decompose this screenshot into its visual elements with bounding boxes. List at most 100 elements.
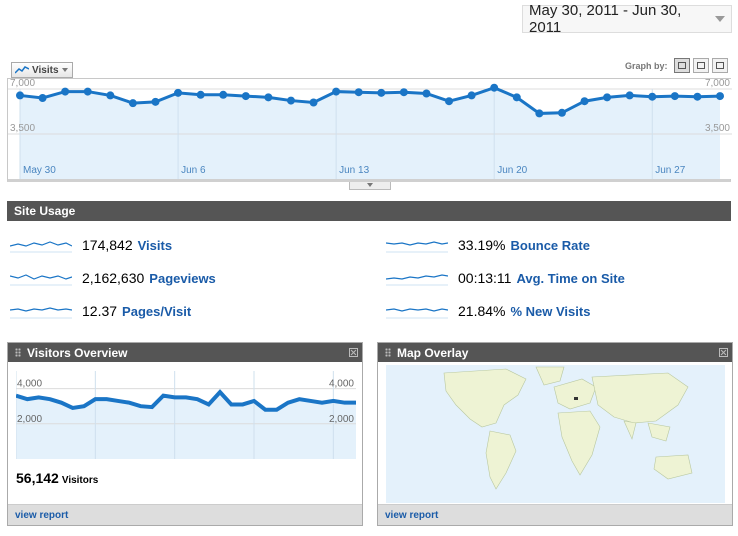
graph-by-week-button[interactable] (693, 58, 709, 73)
data-point (422, 89, 431, 98)
metric-link-bounce-rate[interactable]: Bounce Rate (510, 237, 590, 253)
chevron-down-icon (367, 183, 373, 187)
calendar-day-icon (678, 62, 686, 69)
metric-avg-time-on-site: 00:13:11 Avg. Time on Site (386, 268, 625, 288)
view-report-link[interactable]: view report (15, 509, 69, 521)
metric-link-pages-per-visit[interactable]: Pages/Visit (122, 303, 192, 319)
metric-link-avg-time-on-site[interactable]: Avg. Time on Site (516, 270, 625, 286)
data-point (399, 88, 408, 97)
map-australia (653, 454, 693, 480)
map-india (623, 420, 637, 440)
map-africa (557, 410, 601, 476)
metric-value: 33.19% (458, 237, 506, 253)
data-point (16, 91, 24, 100)
graph-by-label: Graph by: (625, 61, 668, 71)
data-point (354, 88, 363, 97)
data-point (61, 87, 70, 96)
chevron-down-icon (62, 68, 68, 72)
graph-by-month-button[interactable] (712, 58, 728, 73)
x-tick-label: Jun 20 (497, 165, 527, 176)
metric-select-button[interactable]: Visits (11, 62, 73, 78)
world-map-shapes (443, 366, 693, 490)
data-point (309, 98, 318, 107)
metric-pageviews: 2,162,630 Pageviews (10, 268, 216, 288)
sparkline-chart (10, 274, 72, 286)
y-tick-label: 7,000 (10, 79, 35, 89)
sparkline-chart (386, 274, 448, 286)
x-tick-label: Jun 6 (181, 165, 206, 176)
calendar-week-icon (697, 62, 705, 69)
data-point (557, 108, 566, 117)
date-range-label: May 30, 2011 - Jun 30, 2011 (529, 2, 682, 36)
x-tick-label: Jun 13 (339, 165, 369, 176)
map-highlight-region (574, 397, 578, 400)
date-range-picker[interactable]: May 30, 2011 - Jun 30, 2011 (522, 2, 732, 36)
metric-link-pageviews[interactable]: Pageviews (149, 270, 216, 286)
data-point (128, 99, 137, 108)
map-southeast-asia (647, 422, 671, 442)
data-point (648, 92, 657, 101)
metric-select-label: Visits (32, 64, 59, 76)
visitors-overview-panel: Visitors Overview 4,000 4,000 2,000 2,000 5… (7, 342, 363, 526)
site-usage-title: Site Usage (7, 201, 731, 221)
site-usage-section: Site Usage (7, 201, 731, 221)
data-point (535, 109, 544, 118)
panel-footer: view report (378, 504, 732, 525)
panel-title: Visitors Overview (27, 345, 128, 360)
metric-link-visits[interactable]: Visits (137, 237, 173, 253)
y-tick-label: 3,500 (705, 123, 730, 134)
metric-link-new-visits[interactable]: % New Visits (510, 303, 591, 319)
sparkline-chart (10, 307, 72, 319)
data-point (693, 92, 702, 101)
main-visits-graph: 7,000 3,500 7,000 3,500 May 30 Jun 6 Jun 13 Jun… (7, 78, 732, 182)
map-south-america (485, 430, 517, 490)
sparkline-chart (386, 241, 448, 253)
map-overlay-panel: Map Overlay view report (377, 342, 733, 526)
drag-grip-icon[interactable] (15, 348, 21, 357)
visitors-line-chart: 4,000 4,000 2,000 2,000 (16, 371, 356, 459)
visitors-count: 56,142 Visitors (16, 470, 98, 486)
data-point (264, 93, 273, 102)
graph-by-day-button[interactable] (674, 58, 690, 73)
data-point (332, 87, 341, 96)
metric-value: 2,162,630 (82, 270, 145, 286)
drag-grip-icon[interactable] (385, 348, 391, 357)
series-area (16, 392, 356, 459)
visits-line-chart: 7,000 3,500 7,000 3,500 May 30 Jun 6 Jun 13 Jun… (8, 79, 732, 179)
y-tick-label: 2,000 (17, 414, 42, 425)
metric-value: 174,842 (82, 237, 133, 253)
y-tick-label: 3,500 (10, 123, 35, 134)
data-point (377, 88, 386, 97)
data-point (196, 90, 205, 99)
data-point (174, 88, 183, 97)
graph-resize-handle[interactable] (349, 182, 391, 190)
data-point (38, 94, 47, 102)
y-tick-label: 4,000 (329, 379, 354, 390)
map-greenland (535, 366, 565, 386)
sparkline-chart (10, 241, 72, 253)
data-point (670, 92, 679, 101)
sparkline-chart (386, 308, 448, 319)
y-tick-label: 4,000 (17, 379, 42, 390)
data-point (286, 96, 295, 105)
data-point (467, 91, 476, 100)
panel-title: Map Overlay (397, 345, 469, 360)
view-report-link[interactable]: view report (385, 509, 439, 521)
series-line (16, 389, 356, 412)
calendar-month-icon (716, 62, 724, 69)
data-point (625, 91, 634, 100)
world-map[interactable] (386, 365, 725, 503)
data-point (241, 92, 250, 101)
data-point (490, 83, 499, 92)
data-point (106, 91, 115, 100)
panel-header[interactable]: Map Overlay (378, 343, 732, 362)
data-point (580, 97, 589, 106)
panel-header[interactable]: Visitors Overview (8, 343, 362, 362)
y-tick-label: 2,000 (329, 414, 354, 425)
close-icon[interactable] (349, 348, 358, 357)
map-asia (591, 372, 689, 424)
visitors-count-unit: Visitors (61, 475, 99, 486)
metric-value: 21.84% (458, 303, 506, 319)
close-icon[interactable] (719, 348, 728, 357)
data-point (219, 90, 228, 99)
